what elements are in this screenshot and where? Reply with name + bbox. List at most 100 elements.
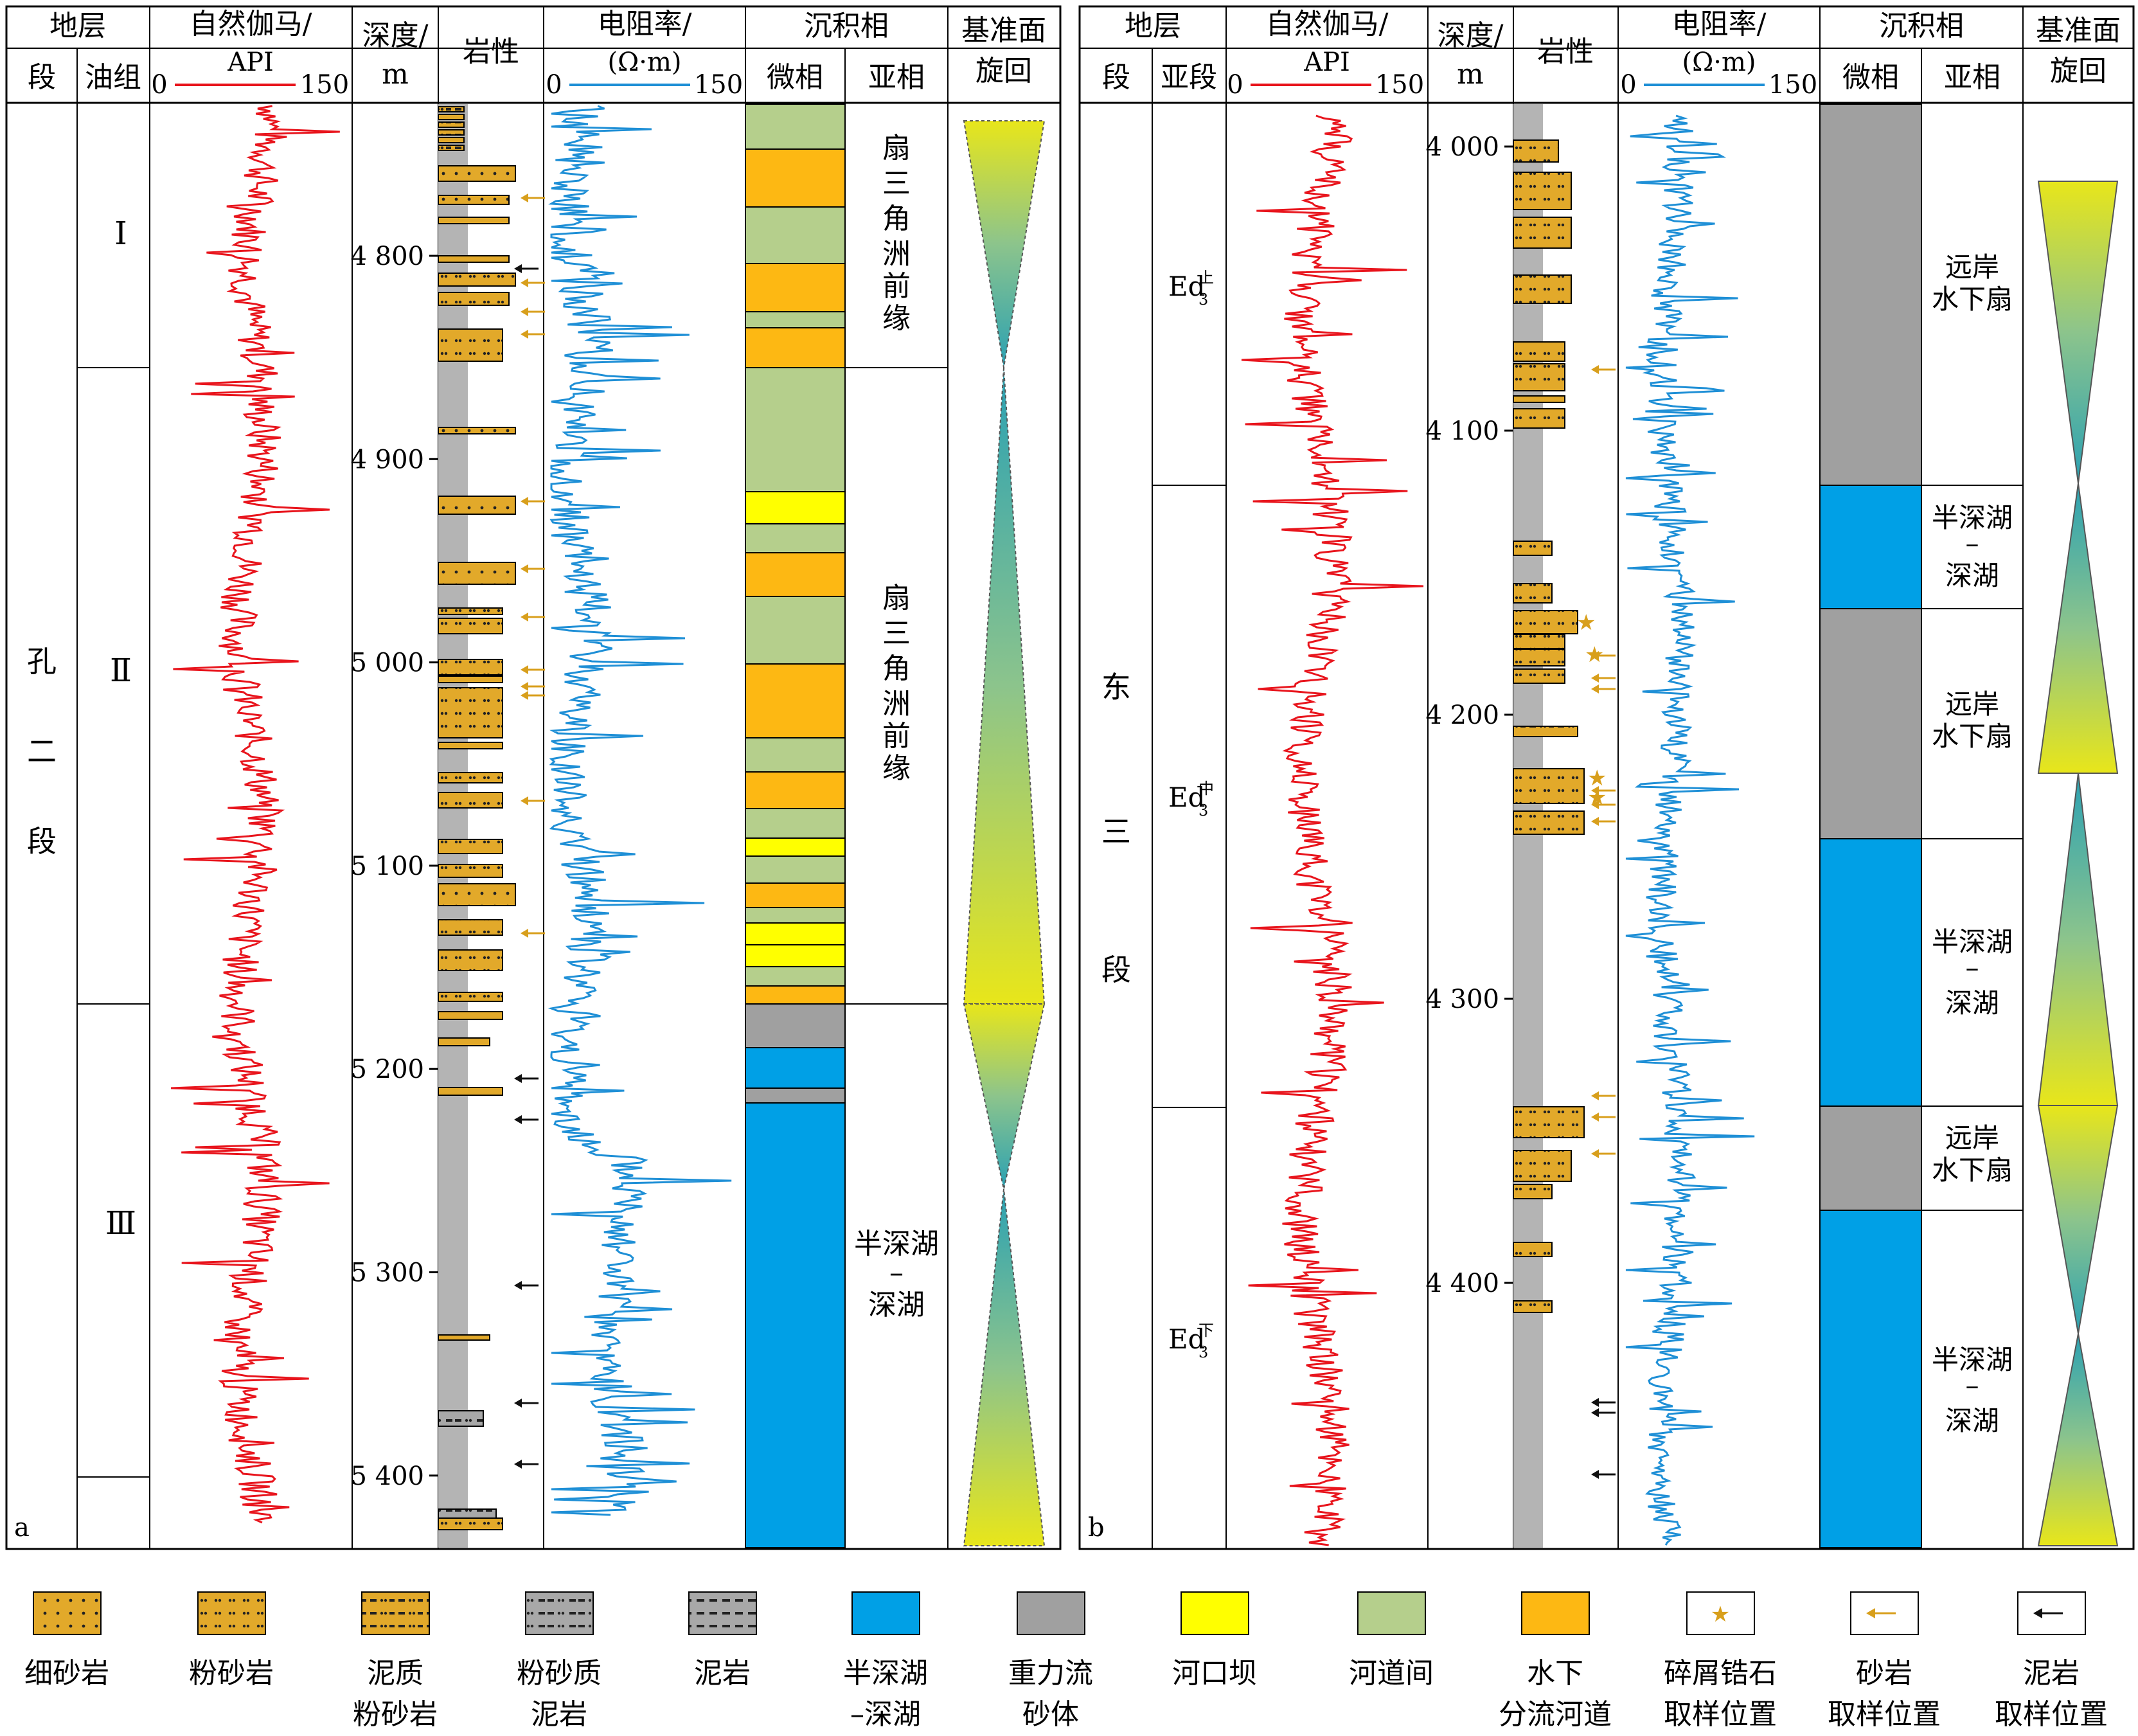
lithology-background-a [438, 104, 468, 1548]
svg-text:深湖: 深湖 [1945, 987, 1999, 1019]
svg-text:三: 三 [882, 167, 911, 200]
svg-text:粉砂岩: 粉砂岩 [353, 1698, 438, 1731]
header-res-title-b: 电阻率/ [1672, 8, 1767, 40]
lithology-bed [1513, 649, 1565, 667]
lithology-bed [438, 106, 465, 112]
header-section-b: 段 [1102, 61, 1130, 94]
svg-text:–: – [1966, 1370, 1979, 1401]
lithology-bed [438, 165, 516, 182]
sample-arrows-b: ★★★★ [1576, 365, 1616, 1479]
svg-text:泥岩: 泥岩 [531, 1698, 587, 1731]
arrow-icon [514, 1074, 522, 1083]
arrow-icon [514, 1399, 522, 1408]
res-scale-min: 0 [546, 70, 562, 100]
arrow-icon [521, 564, 528, 573]
arrow-icon [521, 665, 528, 674]
header-res-unit-b: (Ω·m) [1682, 48, 1756, 77]
svg-text:远岸: 远岸 [1945, 1122, 1999, 1154]
lithology-bed [1513, 1300, 1553, 1313]
svg-text:河道间: 河道间 [1349, 1657, 1434, 1690]
svg-text:半深湖: 半深湖 [1932, 1344, 2013, 1375]
section-label-b-2: 段 [1101, 953, 1131, 987]
lithology-bed [438, 1011, 503, 1020]
gamma-scale-max: 150 [300, 70, 349, 100]
arrow-icon [521, 682, 528, 691]
header-lithology: 岩性 [463, 35, 519, 68]
arrow-icon [1591, 674, 1599, 683]
oil-group-1: Ⅰ [114, 215, 127, 252]
header-gamma-unit-b: API [1303, 48, 1350, 77]
lithology-bed [1513, 172, 1572, 210]
lithology-bed [438, 659, 503, 676]
header-stratum-b: 地层 [1125, 10, 1181, 42]
svg-text:远岸: 远岸 [1945, 688, 1999, 720]
lithology-bed [438, 949, 503, 971]
resistivity-curve-a [548, 105, 732, 1516]
svg-text:泥岩: 泥岩 [2023, 1657, 2080, 1690]
lithology-bed [1513, 363, 1565, 391]
legend-item-semi-deep-lake: 半深湖 –深湖 [843, 1591, 928, 1731]
header-microfacies: 微相 [767, 61, 823, 94]
header-gamma-title-b: 自然伽马/ [1266, 8, 1389, 40]
header-cycle-1-b: 基准面 [2036, 14, 2121, 47]
subfacies-label-a-2: 扇 三 角 洲 前 缘 [882, 582, 911, 785]
section-label-a-1: 二 [27, 734, 57, 769]
depth-tick-label: 5 000 [350, 649, 424, 678]
arrow-icon [1591, 651, 1599, 660]
header-depth-unit: m [382, 58, 409, 91]
header-res-title: 电阻率/ [598, 8, 692, 40]
svg-text:水下扇: 水下扇 [1932, 1154, 2013, 1186]
depth-tick-label: 4 100 [1425, 416, 1499, 446]
svg-text:取样位置: 取样位置 [1828, 1698, 1941, 1731]
lithology-bed [438, 255, 510, 263]
arrow-icon [1591, 1149, 1599, 1158]
svg-text:前: 前 [882, 270, 911, 303]
lithology-bed [438, 883, 516, 906]
depth-axis-a: 4 800 4 900 5 000 5 100 5 200 5 300 5 400 [350, 242, 438, 1491]
base-level-cycle-a [963, 120, 1046, 1546]
lithology-bed [1513, 634, 1565, 649]
lithology-bed [438, 1334, 490, 1341]
lithology-bed [438, 195, 510, 205]
section-label-a-0: 孔 [27, 644, 57, 679]
sand-arrow-icon [1866, 1608, 1896, 1618]
lithology-bed [1513, 1184, 1553, 1199]
legend-item-distributary-channel: 水下 分流河道 [1499, 1591, 1612, 1731]
arrow-icon [521, 929, 528, 938]
oil-group-3: Ⅲ [105, 1204, 136, 1242]
lithology-bed [438, 1508, 497, 1519]
svg-text:水下扇: 水下扇 [1932, 283, 2013, 315]
header-res-unit: (Ω·m) [607, 48, 681, 77]
depth-tick-label: 4 300 [1425, 985, 1499, 1014]
header-depth-title: 深度/ [362, 19, 429, 52]
mud-arrow-icon [2033, 1608, 2063, 1618]
arrow-icon [521, 307, 528, 316]
res-scale-min-b: 0 [1620, 70, 1636, 100]
star-icon: ★ [1585, 642, 1604, 668]
lithology-bed [1513, 395, 1565, 403]
gamma-curve-a [171, 105, 340, 1524]
arrow-icon [521, 613, 528, 622]
header-subfacies: 亚相 [868, 61, 925, 94]
sample-arrows-a [514, 193, 545, 1469]
lithology-bed [438, 145, 465, 151]
panel-b: 地层 段 亚段 自然伽马/ API 0 150 深度/ m 岩性 电阻率/ (Ω… [1078, 5, 2135, 1550]
lithology-bed [1513, 1242, 1553, 1257]
svg-text:缘: 缘 [882, 302, 911, 335]
base-level-cycle-b [2037, 181, 2119, 1546]
svg-text:前: 前 [882, 720, 911, 753]
lithology-bed [1513, 217, 1572, 249]
gamma-scale-min: 0 [151, 70, 167, 100]
lithology-bed [1513, 541, 1553, 556]
arrow-icon [521, 193, 528, 202]
depth-tick-label: 5 100 [350, 852, 424, 881]
svg-text:3: 3 [1198, 1343, 1208, 1361]
legend-item-mudstone-sample: 泥岩 取样位置 [1995, 1591, 2108, 1731]
lithology-bed [438, 618, 503, 634]
header-cycle-2-b: 旋回 [2050, 55, 2107, 87]
arrow-icon [514, 1460, 522, 1469]
lithology-bed [438, 114, 465, 120]
legend-item-fine-sandstone: 细砂岩 [24, 1591, 109, 1690]
svg-text:3: 3 [1198, 801, 1208, 819]
